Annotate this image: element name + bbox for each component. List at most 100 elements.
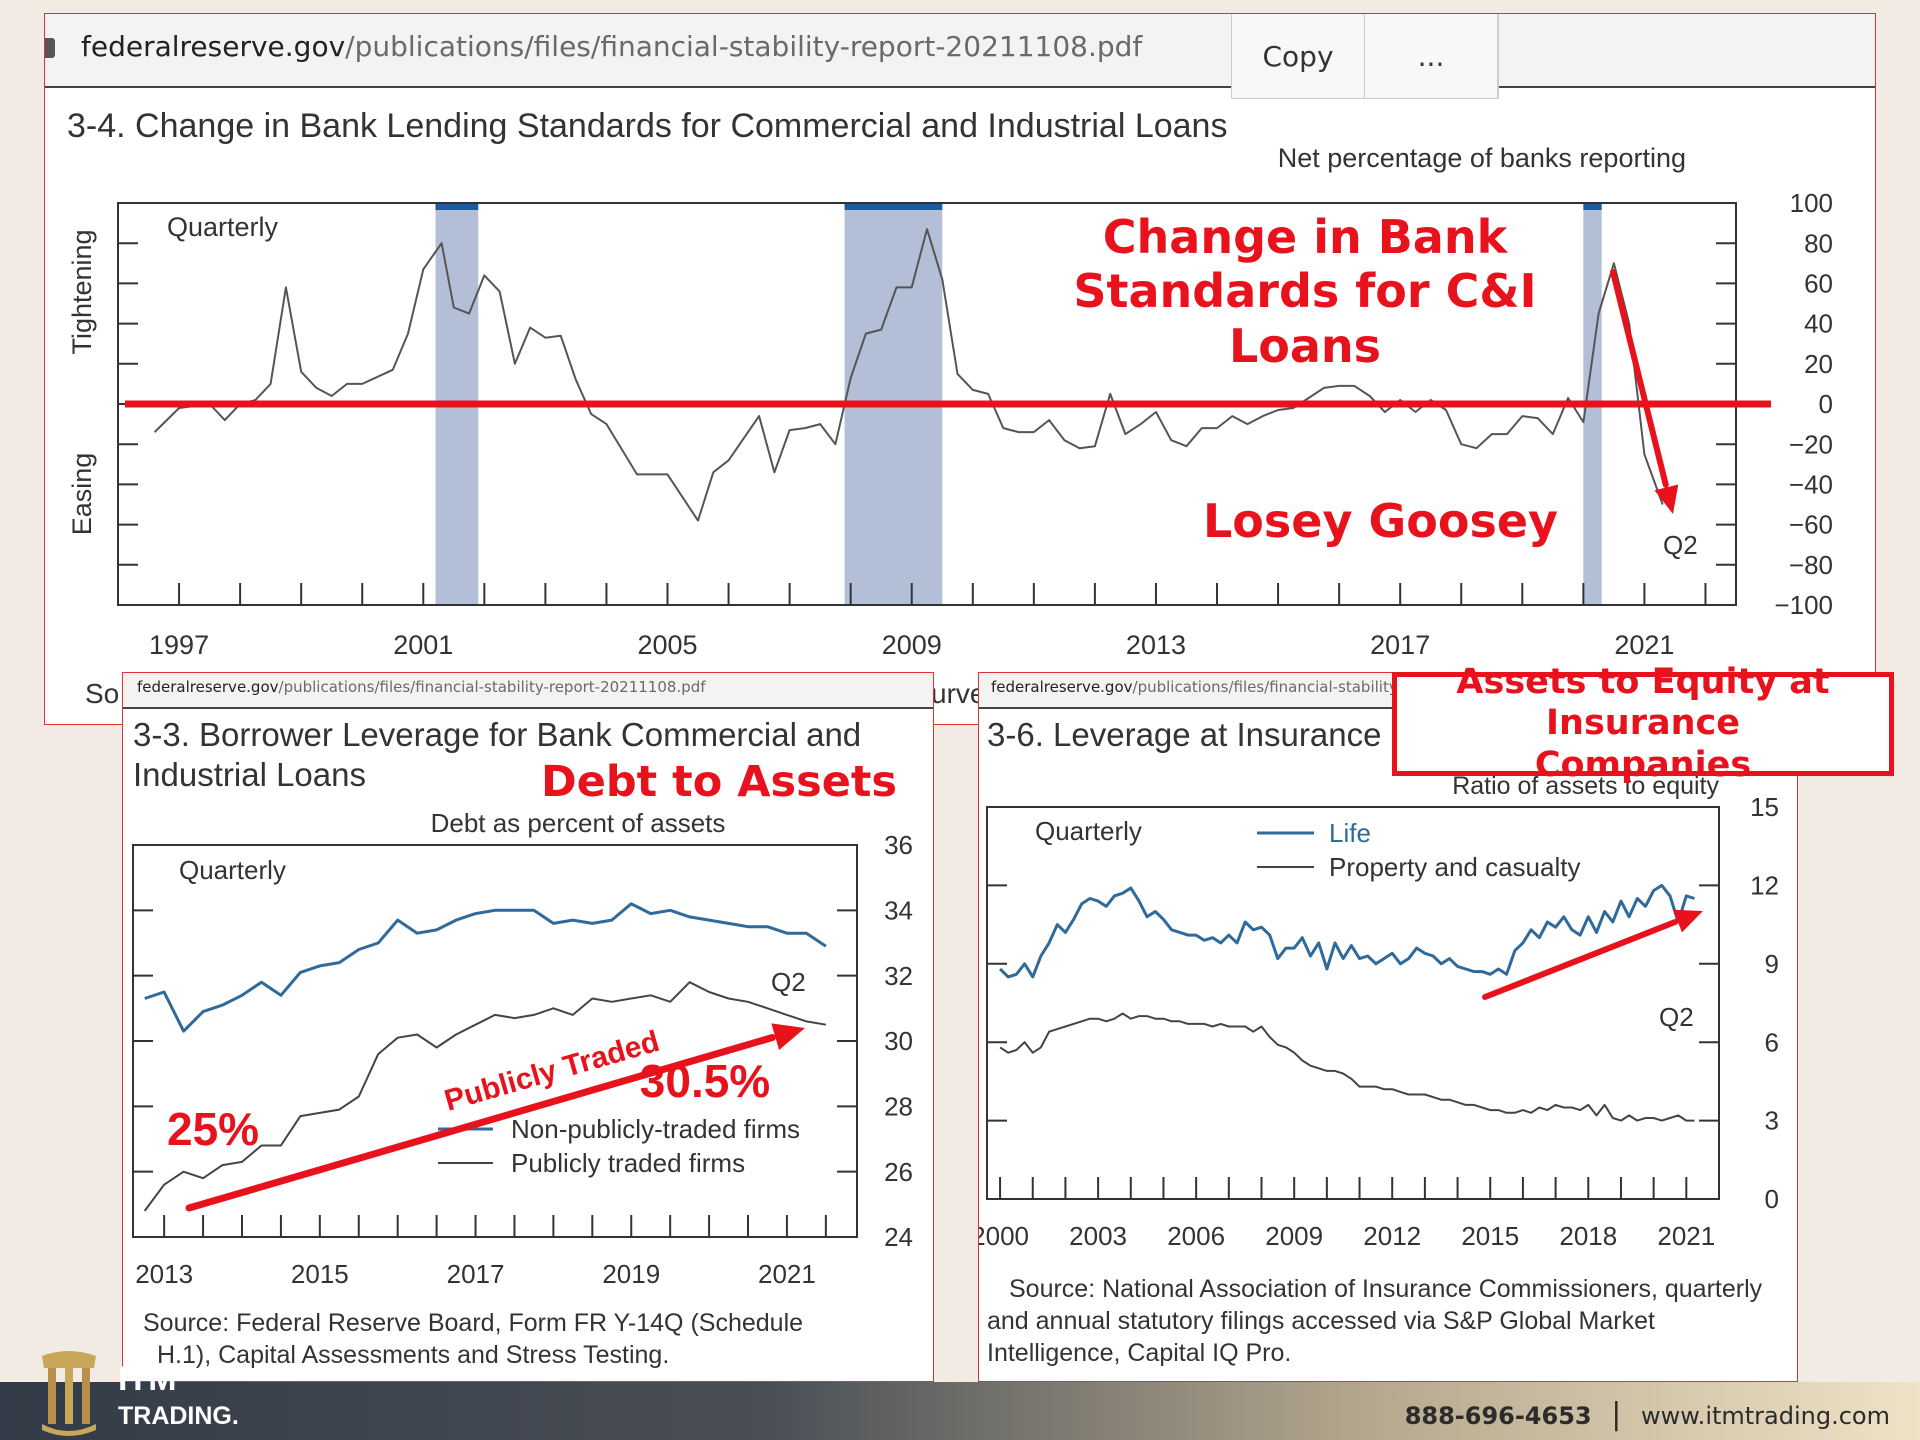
bl-ytick-label: 26 <box>884 1157 913 1187</box>
top-chart-title: 3-4. Change in Bank Lending Standards fo… <box>67 107 1228 145</box>
top-url-path: /publications/files/financial-stability-… <box>345 30 1143 63</box>
bl-url-path: /publications/files/financial-stability-… <box>278 678 706 696</box>
br-xtick-label: 2018 <box>1559 1221 1617 1251</box>
itm-logo: ITM TRADING. <box>42 1351 239 1436</box>
bl-freq-label: Quarterly <box>179 855 286 885</box>
top-ytick-label: 20 <box>1804 349 1833 379</box>
br-annotation-title: Assets to Equity at Insurance Companies <box>1456 662 1830 785</box>
bottom-left-chart-panel: federalreserve.gov/publications/files/fi… <box>122 672 934 1382</box>
copy-button[interactable]: Copy <box>1232 14 1365 98</box>
br-freq-label: Quarterly <box>1035 816 1142 846</box>
recession-band-top <box>844 203 943 210</box>
top-ytick-label: −40 <box>1789 470 1833 500</box>
lock-icon <box>45 38 55 58</box>
bl-ytick-label: 32 <box>884 961 913 991</box>
br-ytick-label: 0 <box>1765 1184 1779 1214</box>
br-url-path: /publications/files/financial-stability-… <box>1132 678 1418 696</box>
top-ytick-label: −100 <box>1774 590 1833 620</box>
br-ytick-label: 6 <box>1765 1027 1779 1057</box>
top-down-arrow-head <box>1654 484 1679 514</box>
more-button[interactable]: ... <box>1365 14 1498 98</box>
footer-divider: | <box>1611 1397 1622 1432</box>
bl-ytick-label: 24 <box>884 1222 913 1252</box>
bl-xtick-label: 2021 <box>758 1259 816 1289</box>
br-source: Source: National Association of Insuranc… <box>987 1275 1763 1367</box>
bl-up-arrow-head <box>771 1023 805 1050</box>
br-ytick-label: 12 <box>1750 871 1779 901</box>
br-xtick-label: 2021 <box>1657 1221 1715 1251</box>
br-chart-title: 3-6. Leverage at Insurance <box>987 716 1382 753</box>
recession-band <box>844 203 943 605</box>
top-ytick-label: −80 <box>1789 550 1833 580</box>
top-xtick-label: 2001 <box>393 630 453 660</box>
footer-website[interactable]: www.itmtrading.com <box>1641 1402 1890 1430</box>
footer-contact: 888-696-4653 | www.itmtrading.com <box>1405 1397 1890 1432</box>
top-cutoff-right: urve <box>931 678 986 709</box>
bl-annotation-title: Debt to Assets <box>541 757 898 807</box>
top-ytick-label: 100 <box>1790 188 1833 218</box>
bl-xtick-label: 2015 <box>291 1259 349 1289</box>
bl-ytick-label: 30 <box>884 1026 913 1056</box>
bl-xtick-label: 2017 <box>447 1259 505 1289</box>
top-xtick-label: 2009 <box>882 630 942 660</box>
br-xtick-label: 2015 <box>1461 1221 1519 1251</box>
top-annotation-main: Change in Bank Standards for C&I Loans <box>1073 210 1537 373</box>
bl-annotation-start: 25% <box>167 1103 259 1155</box>
br-up-arrow-head <box>1673 909 1703 933</box>
br-series-life <box>999 883 1695 979</box>
bl-right-caption: Debt as percent of assets <box>431 808 726 838</box>
footer-bar <box>0 1382 1920 1440</box>
br-annotation-box: Assets to Equity at Insurance Companies <box>1392 662 1894 785</box>
top-ytick-label: 40 <box>1804 309 1833 339</box>
top-end-label: Q2 <box>1663 530 1698 560</box>
br-legend-property-casualty: Property and casualty <box>1329 852 1580 882</box>
br-xtick-label: 2009 <box>1265 1221 1323 1251</box>
bl-legend-public: Publicly traded firms <box>511 1148 745 1178</box>
recession-band <box>435 203 479 605</box>
bl-xtick-label: 2019 <box>602 1259 660 1289</box>
top-ytick-label: 60 <box>1804 269 1833 299</box>
bl-annotation-end: 30.5% <box>640 1055 770 1107</box>
recession-band-top <box>435 203 479 210</box>
top-xtick-label: 1997 <box>149 630 209 660</box>
bl-legend-non-public: Non-publicly-traded firms <box>511 1114 800 1144</box>
pillar-icon <box>42 1351 96 1436</box>
br-xtick-label: 2006 <box>1167 1221 1225 1251</box>
footer-phone[interactable]: 888-696-4653 <box>1404 1402 1592 1430</box>
br-plot-frame <box>986 806 1720 1200</box>
top-chart-panel: federalreserve.gov/publications/files/fi… <box>44 13 1876 725</box>
logo-sub: TRADING. <box>118 1402 239 1430</box>
br-up-arrow <box>1482 919 1679 1000</box>
bl-url-bar[interactable]: federalreserve.gov/publications/files/fi… <box>123 673 933 709</box>
top-xtick-label: 2005 <box>637 630 697 660</box>
br-ytick-label: 3 <box>1765 1106 1779 1136</box>
recession-band-top <box>1583 203 1602 210</box>
bl-xtick-label: 2013 <box>135 1259 193 1289</box>
bl-up-arrow <box>185 1034 776 1212</box>
top-url-bar[interactable]: federalreserve.gov/publications/files/fi… <box>45 14 1875 99</box>
br-end-label: Q2 <box>1659 1002 1694 1032</box>
bl-ytick-label: 28 <box>884 1091 913 1121</box>
br-xtick-label: 2000 <box>979 1221 1029 1251</box>
top-ylabel-tightening: Tightening <box>67 229 97 354</box>
bl-series-public <box>143 981 827 1212</box>
top-cutoff-left: So <box>85 678 120 709</box>
bl-annotation-arrow: Publicly Traded <box>441 1025 663 1118</box>
bl-ytick-label: 34 <box>884 895 913 925</box>
top-ytick-label: 0 <box>1819 389 1833 419</box>
bl-end-label: Q2 <box>771 967 806 997</box>
logo-text: ITM <box>118 1360 177 1398</box>
top-xtick-label: 2021 <box>1614 630 1674 660</box>
bl-url-host: federalreserve.gov <box>137 678 279 696</box>
bl-source: Source: Federal Reserve Board, Form FR Y… <box>143 1309 804 1369</box>
br-xtick-label: 2012 <box>1363 1221 1421 1251</box>
br-series-property-casualty <box>999 1012 1695 1122</box>
top-ytick-label: −60 <box>1789 510 1833 540</box>
br-legend-life: Life <box>1329 818 1371 848</box>
bl-chart-title: 3-3. Borrower Leverage for Bank Commerci… <box>133 716 862 793</box>
top-xtick-label: 2017 <box>1370 630 1430 660</box>
bl-ytick-label: 36 <box>884 830 913 860</box>
bl-series-non-public <box>144 902 827 1033</box>
br-xtick-label: 2003 <box>1069 1221 1127 1251</box>
top-ylabel-easing: Easing <box>67 453 97 536</box>
